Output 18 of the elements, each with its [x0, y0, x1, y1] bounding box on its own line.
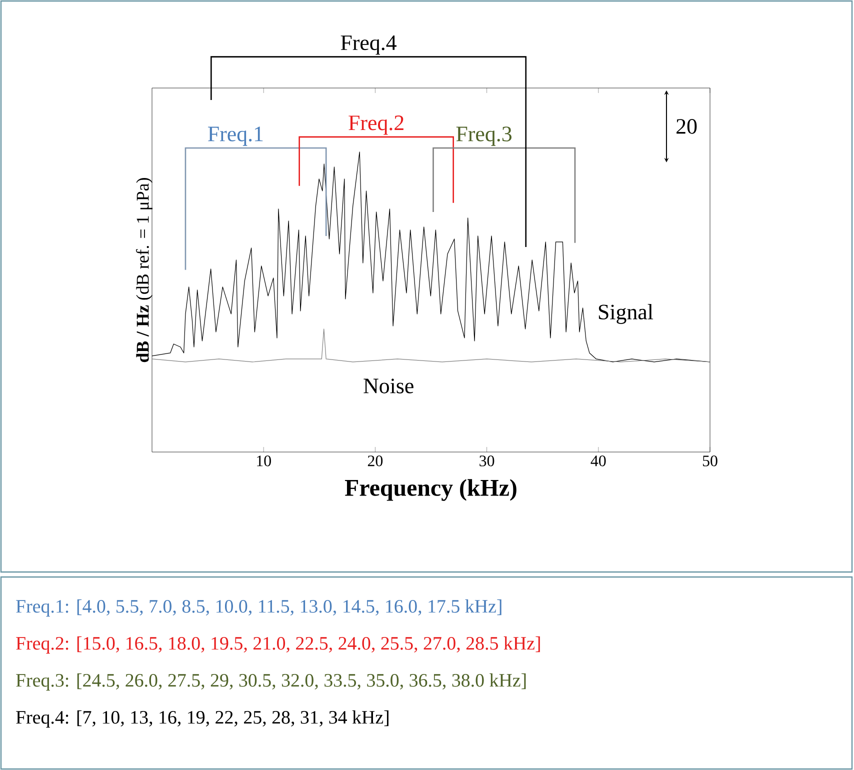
x-axis-title: Frequency (kHz) — [344, 479, 516, 501]
y-axis-title: dB / Hz (dB ref. = 1 μPa) — [136, 178, 152, 362]
x-tick-label: 30 — [480, 456, 494, 466]
text: Freq.1: [4.0, 5.5, 7.0, 8.5, 10.0, 11.5, 13.0, 14.5, 16.0, 17.5 kHz] — [16, 599, 502, 617]
text: Freq.2: [15.0, 16.5, 18.0, 19.5, 21.0, 22.5, 24.0, 25.5, 27.0, 28.5 kHz] — [16, 636, 540, 654]
text: Freq.1 — [208, 126, 263, 146]
text: Freq.3: [24.5, 26.0, 27.5, 29, 30.5, 32.0, 33.5, 35.0, 36.5, 38.0 kHz] — [16, 673, 526, 691]
x-tick-label: 20 — [368, 456, 383, 466]
text: Freq.3 — [456, 126, 512, 146]
text: 20 — [676, 119, 697, 134]
x-tick-label: 50 — [702, 456, 718, 466]
series-label: Noise — [364, 378, 414, 394]
text: Freq.2 — [348, 116, 404, 135]
series-label: Signal — [598, 304, 654, 324]
x-tick-label: 40 — [590, 456, 606, 466]
x-tick-label: 10 — [257, 456, 271, 466]
text: Freq.4 — [340, 36, 396, 55]
text: Freq.4: [7, 10, 13, 16, 19, 22, 25, 28, 31, 34 kHz] — [16, 710, 388, 728]
